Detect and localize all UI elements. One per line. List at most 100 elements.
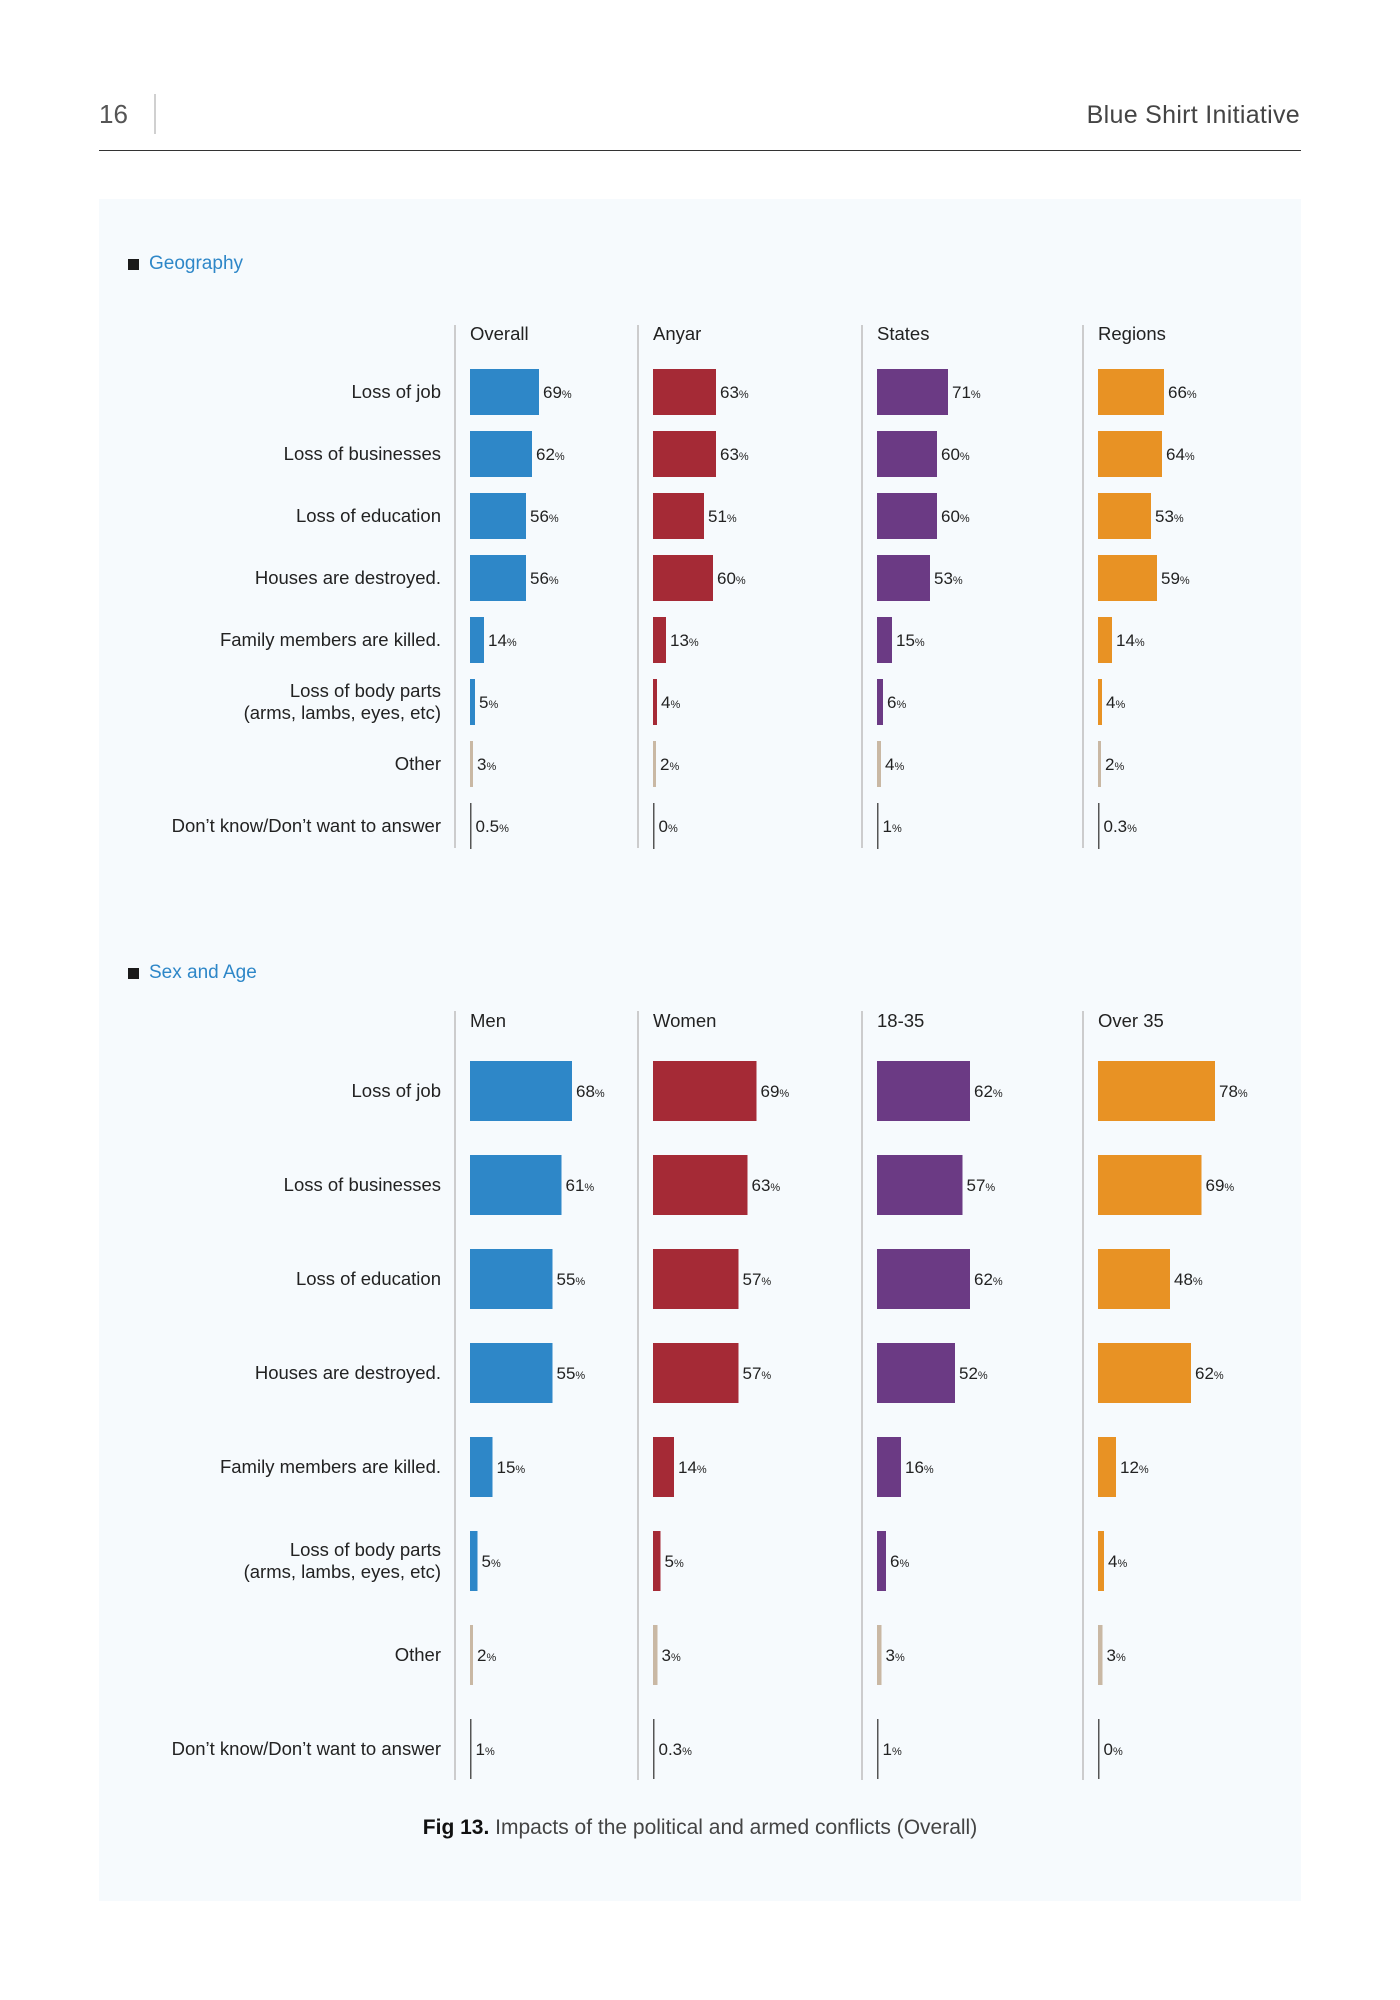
bar	[470, 431, 532, 477]
bar	[470, 1437, 493, 1497]
data-label: 14%	[678, 1458, 707, 1477]
bar	[1098, 1155, 1202, 1215]
category-label: Other	[395, 1644, 441, 1665]
data-label: 14%	[1116, 631, 1145, 650]
bar	[653, 803, 655, 849]
section-bullet-icon	[128, 258, 139, 270]
category-label: Houses are destroyed.	[255, 567, 441, 588]
bar	[1098, 1719, 1100, 1779]
bar	[653, 1249, 739, 1309]
bar	[1098, 1625, 1103, 1685]
bar	[470, 1343, 553, 1403]
data-label: 2%	[477, 1646, 496, 1665]
bar	[877, 1249, 970, 1309]
series-header: Regions	[1098, 323, 1166, 344]
section-bullet-icon	[128, 967, 139, 979]
bar	[1098, 493, 1151, 539]
bar	[470, 1155, 562, 1215]
section-title-sex-age: Sex and Age	[128, 962, 257, 984]
data-label: 0.5%	[476, 817, 510, 836]
data-label: 3%	[477, 755, 496, 774]
bar	[470, 741, 473, 787]
bar	[1098, 431, 1162, 477]
bar	[1098, 1061, 1215, 1121]
series-header: Anyar	[653, 323, 701, 344]
data-label: 78%	[1219, 1082, 1248, 1101]
bar	[470, 1719, 472, 1779]
bar	[877, 679, 883, 725]
data-label: 6%	[887, 693, 906, 712]
category-label: Don’t know/Don’t want to answer	[172, 815, 441, 836]
data-label: 69%	[543, 383, 572, 402]
series-header: Men	[470, 1010, 506, 1031]
data-label: 66%	[1168, 383, 1197, 402]
bar	[1098, 679, 1102, 725]
figure-caption: Fig 13. Impacts of the political and arm…	[0, 1816, 1400, 1840]
header-rule	[99, 150, 1301, 151]
data-label: 56%	[530, 507, 559, 526]
bar	[470, 617, 484, 663]
data-label: 62%	[974, 1082, 1003, 1101]
data-label: 1%	[883, 817, 902, 836]
data-label: 0%	[1104, 1740, 1123, 1759]
bar	[653, 431, 716, 477]
bar	[877, 1531, 886, 1591]
bar	[653, 679, 657, 725]
data-label: 71%	[952, 383, 981, 402]
bar	[653, 1155, 748, 1215]
data-label: 13%	[670, 631, 699, 650]
bar	[470, 679, 475, 725]
bar	[653, 1437, 674, 1497]
bar	[470, 555, 526, 601]
category-label: Loss of businesses	[284, 1174, 441, 1195]
category-label: Loss of job	[352, 381, 441, 402]
bar	[877, 1625, 882, 1685]
bar	[653, 1531, 661, 1591]
bar	[877, 555, 930, 601]
data-label: 69%	[761, 1082, 790, 1101]
data-label: 69%	[1206, 1176, 1235, 1195]
bar	[877, 741, 881, 787]
data-label: 64%	[1166, 445, 1195, 464]
series-header: Over 35	[1098, 1010, 1164, 1031]
report-title: Blue Shirt Initiative	[1086, 101, 1300, 129]
data-label: 62%	[1195, 1364, 1224, 1383]
data-label: 5%	[482, 1552, 501, 1571]
category-label: Loss of body parts (arms, lambs, eyes, et…	[244, 680, 441, 723]
data-label: 63%	[720, 445, 749, 464]
series-header: Women	[653, 1010, 716, 1031]
data-label: 63%	[752, 1176, 781, 1195]
data-label: 62%	[974, 1270, 1003, 1289]
bar	[470, 803, 472, 849]
bar	[1098, 369, 1164, 415]
bar	[877, 617, 892, 663]
bar	[470, 1531, 478, 1591]
bar	[877, 431, 937, 477]
data-label: 4%	[661, 693, 680, 712]
data-label: 55%	[557, 1270, 586, 1289]
data-label: 51%	[708, 507, 737, 526]
data-label: 5%	[665, 1552, 684, 1571]
bar	[877, 803, 879, 849]
data-label: 2%	[1105, 755, 1124, 774]
bar	[1098, 1437, 1116, 1497]
bar	[1098, 617, 1112, 663]
data-label: 53%	[934, 569, 963, 588]
bar	[653, 1719, 655, 1779]
section-title-label: Sex and Age	[149, 962, 257, 983]
bar	[653, 555, 713, 601]
bar	[653, 617, 666, 663]
data-label: 12%	[1120, 1458, 1149, 1477]
bar	[470, 1249, 553, 1309]
data-label: 15%	[497, 1458, 526, 1477]
data-label: 53%	[1155, 507, 1184, 526]
category-label: Loss of body parts (arms, lambs, eyes, et…	[244, 1539, 441, 1582]
category-label: Family members are killed.	[220, 1456, 441, 1477]
data-label: 4%	[885, 755, 904, 774]
series-header: Overall	[470, 323, 529, 344]
data-label: 56%	[530, 569, 559, 588]
bar	[470, 369, 539, 415]
data-label: 4%	[1106, 693, 1125, 712]
data-label: 4%	[1108, 1552, 1127, 1571]
